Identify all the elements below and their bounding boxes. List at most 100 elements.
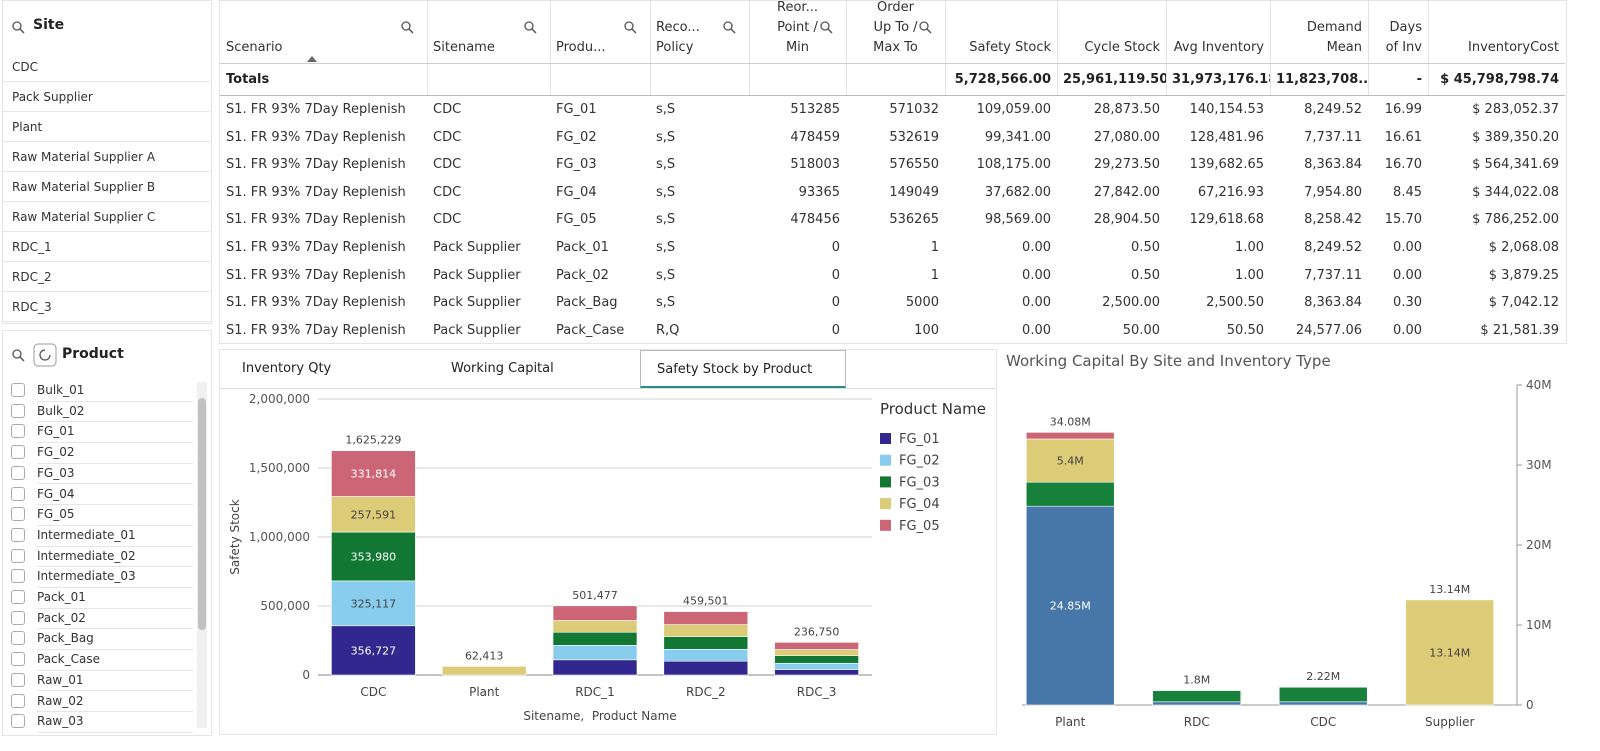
site-item[interactable]: CDC — [2, 52, 210, 82]
tab[interactable]: Safety Stock by Product — [640, 350, 846, 388]
column-divider — [1270, 0, 1271, 95]
site-item[interactable]: Raw Material Supplier B — [2, 172, 210, 202]
column-header[interactable]: InventoryCost — [1468, 40, 1559, 55]
product-item[interactable]: Intermediate_02 — [37, 546, 193, 568]
checkbox[interactable] — [11, 486, 25, 501]
product-item[interactable]: Raw_03 — [37, 711, 193, 733]
product-item[interactable]: Raw_02 — [37, 691, 193, 713]
column-divider — [846, 0, 847, 95]
checkbox[interactable] — [11, 693, 25, 708]
checkbox[interactable] — [11, 527, 25, 542]
legend-label: FG_01 — [899, 432, 940, 447]
site-item[interactable]: Pack Supplier — [2, 82, 210, 112]
column-divider — [1057, 0, 1058, 95]
search-icon — [631, 28, 637, 34]
checkbox[interactable] — [11, 569, 25, 584]
table-cell: CDC — [433, 184, 462, 200]
column-header[interactable]: Safety Stock — [969, 40, 1051, 55]
y-tick-label: 20M — [1526, 538, 1552, 552]
table-cell: 67,216.93 — [1197, 184, 1264, 200]
table-cell: $ 45,798,798.74 — [1440, 72, 1559, 87]
table-cell: 99,341.00 — [984, 129, 1051, 145]
product-item[interactable]: Pack_02 — [37, 608, 193, 630]
checkbox[interactable] — [11, 445, 25, 460]
table-cell: 149049 — [889, 184, 939, 200]
column-header[interactable]: Order Up To / Max To — [873, 0, 918, 55]
site-item[interactable]: Raw Material Supplier A — [2, 142, 210, 172]
table-cell: 0.00 — [1022, 295, 1051, 311]
table-cell: 0.00 — [1022, 240, 1051, 255]
table-cell: CDC — [433, 129, 462, 145]
search-icon — [12, 21, 22, 31]
checkbox[interactable] — [11, 403, 25, 418]
table-cell: 0.50 — [1131, 240, 1160, 255]
column-header[interactable]: Produ... — [556, 40, 606, 55]
checkbox[interactable] — [11, 590, 25, 604]
column-header[interactable]: Days of Inv — [1385, 20, 1422, 55]
search-icon — [624, 21, 634, 31]
table-cell: 8,363.84 — [1304, 157, 1362, 173]
table-cell: 100 — [914, 322, 939, 338]
product-panel — [2, 330, 212, 736]
product-item[interactable]: FG_02 — [37, 442, 193, 464]
column-header[interactable]: Reor... Point / Min — [777, 0, 818, 55]
site-item[interactable]: Raw Material Supplier C — [2, 202, 210, 232]
search-icon — [19, 28, 25, 34]
site-item[interactable]: Plant — [2, 112, 210, 142]
product-item[interactable]: Pack_01 — [37, 587, 193, 609]
product-item[interactable]: Bulk_02 — [37, 401, 193, 423]
table-cell: S1. FR 93% 7Day Replenish — [226, 322, 406, 338]
product-item[interactable]: FG_03 — [37, 463, 193, 485]
column-header[interactable]: Demand Mean — [1306, 20, 1362, 55]
column-header[interactable]: Scenario — [226, 40, 283, 55]
site-item[interactable]: RDC_1 — [2, 232, 210, 262]
tab-line — [220, 388, 995, 389]
checkbox[interactable] — [11, 714, 25, 729]
column-header[interactable]: Avg Inventory — [1173, 40, 1264, 55]
checkbox[interactable] — [11, 507, 25, 522]
table-cell: s,S — [656, 157, 676, 173]
table-cell: 37,682.00 — [984, 184, 1051, 200]
x-tick-label: RDC — [1184, 715, 1210, 729]
checkbox[interactable] — [11, 631, 25, 646]
product-item[interactable]: FG_04 — [37, 484, 193, 506]
scrollbar-thumb[interactable] — [198, 398, 206, 630]
site-item[interactable]: RDC_3 — [2, 292, 210, 322]
table-cell: CDC — [433, 157, 462, 173]
checkbox[interactable] — [11, 672, 25, 687]
column-header[interactable]: Cycle Stock — [1084, 40, 1160, 55]
product-item[interactable]: FG_05 — [37, 504, 193, 526]
product-item[interactable]: Raw_01 — [37, 670, 193, 692]
checkbox[interactable] — [11, 548, 25, 563]
checkbox[interactable] — [11, 652, 25, 667]
x-tick-label: CDC — [360, 685, 386, 699]
column-header[interactable]: Reco... Policy — [656, 20, 700, 55]
table-cell: 0.00 — [1022, 322, 1051, 338]
tab[interactable]: Working Capital — [451, 361, 554, 376]
column-divider — [650, 0, 651, 95]
tab[interactable]: Inventory Qty — [242, 361, 332, 376]
checkbox[interactable] — [11, 424, 25, 439]
product-item[interactable]: Bulk_01 — [37, 380, 193, 402]
x-axis-label: Sitename, Product Name — [523, 709, 676, 723]
product-item[interactable]: Pack_Case — [37, 649, 193, 671]
column-header[interactable]: Sitename — [433, 40, 495, 55]
checkbox[interactable] — [11, 383, 25, 397]
table-cell: $ 389,350.20 — [1472, 129, 1559, 145]
y-tick-label: 0 — [302, 668, 310, 682]
table-cell: s,S — [656, 184, 676, 200]
checkbox[interactable] — [11, 465, 25, 480]
product-item[interactable]: Intermediate_01 — [37, 525, 193, 547]
search-icon — [408, 28, 414, 34]
y-tick-label: 40M — [1526, 378, 1552, 392]
product-item[interactable]: FG_01 — [37, 421, 193, 444]
table-cell: 109,059.00 — [976, 102, 1051, 117]
site-item[interactable]: RDC_2 — [2, 262, 210, 292]
product-item[interactable]: Pack_Bag — [37, 628, 193, 651]
product-item[interactable]: Intermediate_03 — [37, 566, 193, 588]
checkbox[interactable] — [11, 610, 25, 625]
table-cell: 129,618.68 — [1189, 212, 1264, 228]
table-cell: 16.99 — [1384, 102, 1422, 117]
table-cell: 1 — [930, 267, 939, 283]
table-cell: 0 — [831, 322, 840, 338]
